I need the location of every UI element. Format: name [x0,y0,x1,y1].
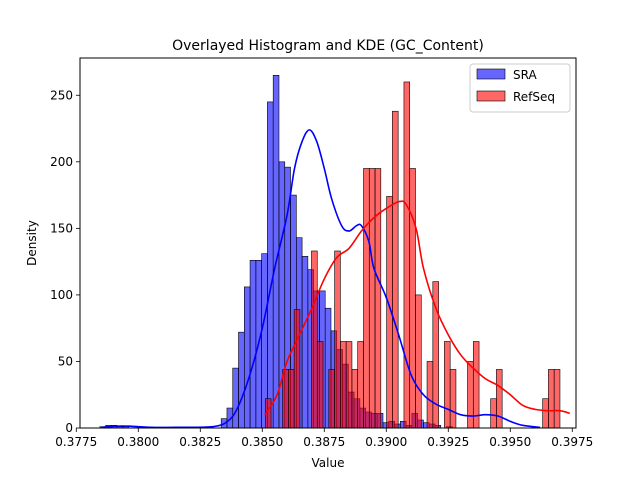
bar-sra-35 [301,256,309,429]
bar-refseq-35 [467,361,474,429]
y-tick-label: 0 [65,421,73,435]
bar-refseq-14 [345,341,353,429]
y-axis: 0 50 100 150 200 250 [50,88,80,435]
bar-sra-24 [238,331,245,429]
bar-refseq-48 [542,398,549,429]
bar-sra-26 [249,259,257,429]
bar-refseq-32 [449,369,457,429]
bar-sra-23 [232,367,239,429]
bar-sra-29 [267,101,274,429]
bar-refseq-31 [444,341,451,429]
y-tick-label: 100 [50,288,73,302]
bar-refseq-49 [548,369,555,429]
bar-refseq-11 [328,369,335,429]
bar-refseq-12 [334,250,341,429]
y-tick-label: 50 [58,354,73,368]
bar-refseq-40 [496,369,503,429]
x-tick-label: 0.3925 [427,435,469,449]
legend-swatch-sra [476,68,506,80]
plot-frame [79,57,577,429]
bar-refseq-9 [316,341,324,429]
x-tick-label: 0.3950 [489,435,531,449]
kde-line-sra [101,129,541,429]
bar-refseq-24 [403,81,411,429]
bar-refseq-4 [288,369,295,429]
bar-refseq-19 [374,168,382,429]
x-tick-label: 0.3775 [55,435,97,449]
y-tick-label: 150 [50,221,73,235]
legend-label-sra: SRA [513,68,537,82]
bar-refseq-26 [415,294,422,429]
legend: SRA RefSeq [469,63,571,113]
legend-swatch-refseq [476,90,506,102]
x-tick-label: 0.3825 [179,435,221,449]
bar-sra-25 [244,286,251,429]
bar-refseq-18 [368,168,376,429]
chart-title: Overlayed Histogram and KDE (GC_Content) [172,38,484,54]
x-tick-label: 0.3875 [303,435,345,449]
bar-refseq-16 [357,341,364,429]
bar-refseq-3 [282,369,289,429]
kde-layer [101,129,571,429]
y-axis-label: Density [25,220,39,266]
x-axis-label: Value [312,456,345,470]
y-tick-label: 250 [50,88,73,102]
bar-refseq-13 [340,341,347,429]
kde-line-refseq [264,200,571,416]
bar-refseq-28 [426,361,434,429]
bar-refseq-25 [409,168,416,429]
x-tick-label: 0.3850 [241,435,283,449]
bar-refseq-50 [553,369,561,429]
legend-label-refseq: RefSeq [513,90,555,104]
bar-refseq-8 [311,250,318,429]
bar-refseq-22 [392,110,399,429]
x-axis: 0.3775 0.3800 0.3825 0.3850 0.3875 0.3900 0.39… [55,428,593,449]
x-tick-label: 0.3900 [365,435,407,449]
bar-refseq-39 [490,398,497,429]
bar-refseq-5 [293,309,301,429]
x-tick-label: 0.3975 [551,435,593,449]
bar-refseq-17 [363,168,370,429]
bar-refseq-15 [351,369,359,429]
x-tick-label: 0.3800 [117,435,159,449]
y-tick-label: 200 [50,155,73,169]
